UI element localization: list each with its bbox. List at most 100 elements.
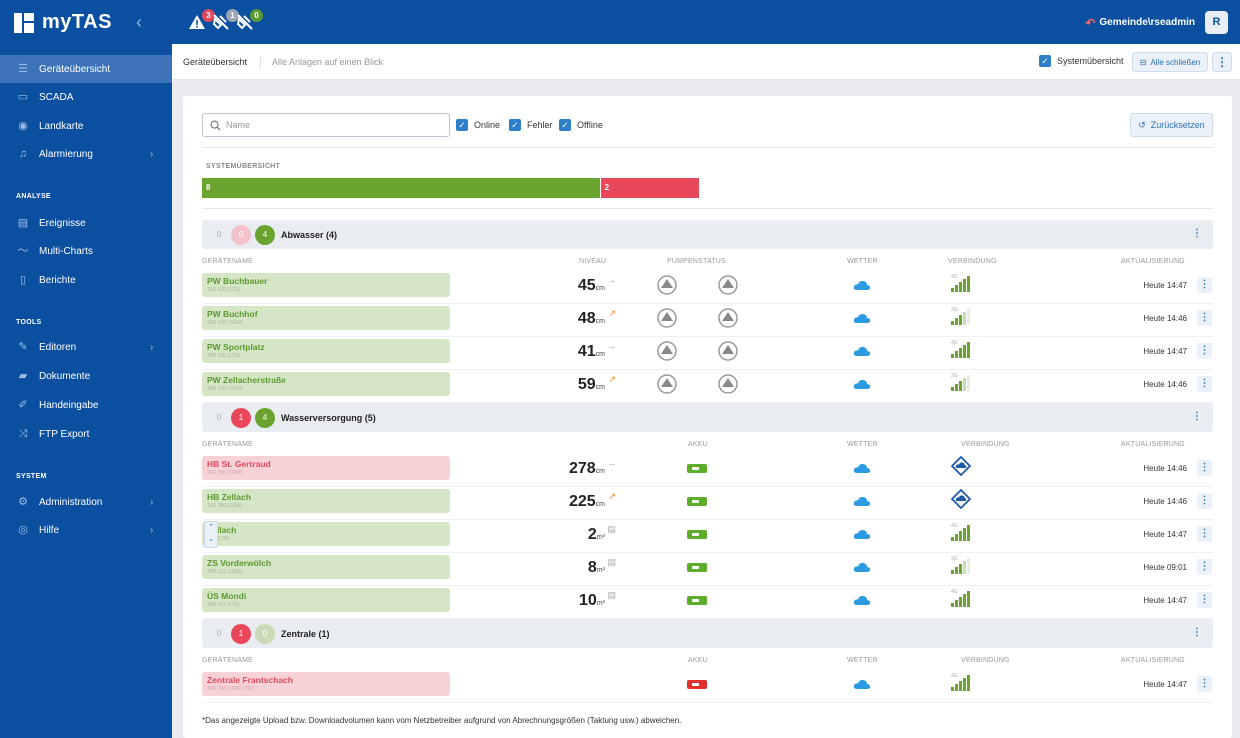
- level-value: 45cm →: [553, 275, 616, 295]
- filter-fehler[interactable]: ✓ Fehler: [509, 119, 553, 131]
- row-menu-icon[interactable]: ⋮: [1197, 310, 1212, 326]
- level-value: 41cm →: [553, 341, 616, 361]
- satellite-off-icon[interactable]: 0: [236, 9, 263, 33]
- reset-button[interactable]: ↺ Zurücksetzen: [1130, 113, 1213, 137]
- sidebar-item-label: Hilfe: [39, 524, 60, 536]
- sidebar-item-label: SCADA: [39, 91, 74, 103]
- scroll-control[interactable]: ⌃ ⌄: [204, 521, 218, 548]
- user-menu[interactable]: ↶ Gemeinde\rseadmin R: [1085, 11, 1228, 34]
- device-row-name[interactable]: PW Sportplatz TAS X31 (LTE): [202, 339, 450, 363]
- undo-icon[interactable]: ↶: [1085, 15, 1096, 30]
- warning-icon[interactable]: 3: [188, 9, 215, 33]
- row-menu-icon[interactable]: ⋮: [1197, 277, 1212, 293]
- row-menu-icon[interactable]: ⋮: [1197, 376, 1212, 392]
- cloud-icon: [853, 280, 871, 290]
- filter-online[interactable]: ✓ Online: [456, 119, 500, 131]
- pump-status-icon: [657, 341, 677, 361]
- device-name: Zentrale Frantschach: [207, 675, 293, 685]
- edit-icon: ✎: [18, 341, 28, 353]
- group-name: Wasserversorgung (5): [281, 413, 376, 423]
- sidebar-item-handeingabe[interactable]: ✐ Handeingabe: [0, 391, 172, 419]
- device-row-name[interactable]: ZS Vorderwölch TAS X11 (GSM): [202, 555, 450, 579]
- filter-label: Fehler: [527, 120, 553, 130]
- group-menu-icon[interactable]: ⋮: [1192, 627, 1202, 638]
- pump-status-icon: [718, 308, 738, 328]
- sidebar-item-ftp-export[interactable]: ⤨ FTP Export: [0, 420, 172, 448]
- device-row-name[interactable]: PW Buchhof TAS X31 (GSM): [202, 306, 450, 330]
- online-count: 4: [255, 225, 275, 245]
- sidebar-item-scada[interactable]: ▭ SCADA: [0, 83, 172, 111]
- group-header-zentrale[interactable]: 0 1 0 Zentrale (1) ⋮: [202, 619, 1213, 648]
- row-menu-icon[interactable]: ⋮: [1197, 460, 1212, 476]
- more-menu-icon[interactable]: ⋮: [1212, 52, 1232, 72]
- checkbox-checked-icon[interactable]: ✓: [509, 119, 521, 131]
- col-akku: AKKU: [688, 657, 708, 664]
- last-update: Heute 14:46: [1143, 314, 1187, 323]
- group-header-abwasser[interactable]: 0 0 4 Abwasser (4) ⋮: [202, 220, 1213, 249]
- sidebar-item-label: Geräteübersicht: [39, 63, 111, 75]
- sidebar-item-dokumente[interactable]: ▰ Dokumente: [0, 362, 172, 390]
- row-menu-icon[interactable]: ⋮: [1197, 343, 1212, 359]
- row-divider: [202, 303, 1213, 304]
- collapse-all-button[interactable]: ⊟ Alle schließen: [1132, 52, 1208, 72]
- trend-arrow-icon: →: [607, 275, 616, 285]
- row-divider: [202, 402, 1213, 403]
- battery-icon: [687, 596, 707, 605]
- search-input[interactable]: [226, 120, 426, 130]
- error-count: 2: [604, 183, 610, 192]
- group-menu-icon[interactable]: ⋮: [1192, 411, 1202, 422]
- sidebar-item-alarmierung[interactable]: ♫ Alarmierung ›: [0, 140, 172, 168]
- row-divider: [202, 486, 1213, 487]
- device-row-name[interactable]: Zellach X31 (LTE): [202, 522, 450, 546]
- filter-offline[interactable]: ✓ Offline: [559, 119, 603, 131]
- group-menu-icon[interactable]: ⋮: [1192, 228, 1202, 239]
- sidebar-item-editoren[interactable]: ✎ Editoren ›: [0, 333, 172, 361]
- avatar[interactable]: R: [1205, 11, 1228, 34]
- search-field[interactable]: [202, 113, 450, 137]
- row-menu-icon[interactable]: ⋮: [1197, 526, 1212, 542]
- sidebar-item-multi-charts[interactable]: 〜 Multi-Charts: [0, 237, 172, 265]
- checkbox-checked-icon[interactable]: ✓: [456, 119, 468, 131]
- device-row-name[interactable]: Zentrale Frantschach TAS X40 (VDIP LTE): [202, 672, 450, 696]
- error-count: 1: [231, 624, 251, 644]
- device-row-name[interactable]: ÜS Mondi TAS X11 (LTE): [202, 588, 450, 612]
- level-value: 278cm →: [553, 458, 616, 478]
- row-menu-icon[interactable]: ⋮: [1197, 493, 1212, 509]
- row-menu-icon[interactable]: ⋮: [1197, 592, 1212, 608]
- sidebar-item-geraeteuebersicht[interactable]: ☰ Geräteübersicht: [0, 55, 172, 83]
- last-update: Heute 14:46: [1143, 380, 1187, 389]
- sidebar-item-label: Alarmierung: [39, 148, 93, 160]
- battery-icon: [687, 680, 707, 689]
- pump-status-icon: [718, 341, 738, 361]
- device-row-name[interactable]: HB Zellach TAS 300 (GSM): [202, 489, 450, 513]
- app-logo[interactable]: myTAS: [14, 11, 112, 34]
- satellite-off-icon[interactable]: 1: [212, 9, 239, 33]
- sidebar-item-hilfe[interactable]: ◎ Hilfe ›: [0, 516, 172, 544]
- sidebar-item-landkarte[interactable]: ◉ Landkarte: [0, 112, 172, 140]
- sidebar-item-berichte[interactable]: ▯ Berichte: [0, 266, 172, 294]
- device-row-name[interactable]: PW Zellacherstraße TAS X31 (GSM): [202, 372, 450, 396]
- device-row-name[interactable]: PW Buchbauer TAS X31 (LTE): [202, 273, 450, 297]
- device-row-name[interactable]: HB St. Gertraud TAS 300 (GSM): [202, 456, 450, 480]
- group-name: Zentrale (1): [281, 629, 330, 639]
- row-menu-icon[interactable]: ⋮: [1197, 676, 1212, 692]
- row-menu-icon[interactable]: ⋮: [1197, 559, 1212, 575]
- systemuebersicht-toggle[interactable]: ✓ Systemübersicht: [1039, 55, 1124, 67]
- level-number: 278: [568, 460, 596, 477]
- level-value: 8m³ ▤: [553, 557, 616, 577]
- col-verbindung: VERBINDUNG: [961, 441, 1010, 448]
- last-update: Heute 14:46: [1143, 497, 1187, 506]
- trend-arrow-icon: →: [607, 341, 616, 351]
- checkbox-checked-icon[interactable]: ✓: [559, 119, 571, 131]
- offline-count-badge: 1: [226, 9, 239, 22]
- meter-icon: ▤: [607, 590, 616, 600]
- chevron-left-icon[interactable]: ‹: [136, 12, 142, 32]
- sidebar-item-administration[interactable]: ⚙ Administration ›: [0, 488, 172, 516]
- online-count: 4: [255, 408, 275, 428]
- group-header-wasserversorgung[interactable]: 0 1 4 Wasserversorgung (5) ⋮: [202, 403, 1213, 432]
- sidebar-item-ereignisse[interactable]: ▤ Ereignisse: [0, 209, 172, 237]
- checkbox-checked-icon[interactable]: ✓: [1039, 55, 1051, 67]
- level-number: 10: [579, 592, 597, 609]
- pump-status-icon: [718, 374, 738, 394]
- level-unit: cm: [595, 318, 605, 325]
